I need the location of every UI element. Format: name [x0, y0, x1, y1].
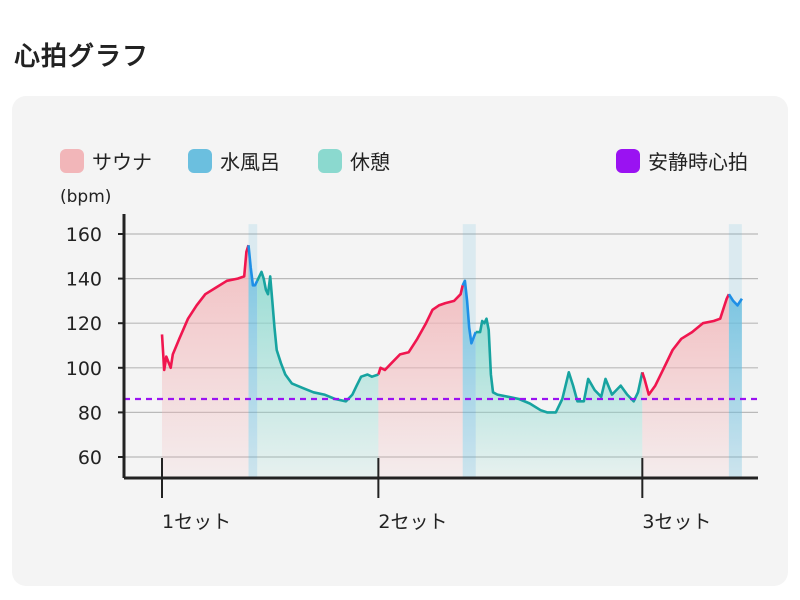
legend-swatch-cold-bath — [188, 148, 212, 173]
hr-line-休憩 — [256, 270, 379, 403]
y-axis-label: (bpm) — [60, 187, 111, 207]
set-marker-label: 2セット — [378, 511, 447, 533]
cold-bath-band — [728, 224, 742, 478]
cold-bath-band — [462, 224, 476, 478]
hr-line-サウナ — [160, 244, 250, 372]
legend-label-rest: 休憩 — [350, 150, 390, 174]
phase-area — [378, 285, 463, 478]
legend-item-resting-hr: 安静時心拍 — [616, 146, 748, 175]
phase-area — [162, 245, 249, 478]
hr-line-休憩 — [475, 317, 644, 414]
phase-area — [728, 294, 742, 478]
legend-swatch-sauna — [60, 148, 84, 173]
cold-bath-band — [248, 224, 258, 478]
legend-swatch-resting-hr — [616, 148, 640, 173]
set-marker-label: 3セット — [642, 511, 711, 533]
phase-area — [248, 245, 258, 478]
phase-area — [642, 294, 729, 478]
y-tick-label: 120 — [66, 313, 102, 335]
legend-label-cold-bath: 水風呂 — [220, 150, 280, 174]
legend-item-rest: 休憩 — [318, 146, 390, 175]
y-tick-label: 80 — [78, 402, 102, 424]
y-tick-label: 160 — [66, 224, 102, 246]
set-marker-label: 1セット — [162, 511, 231, 533]
page-title: 心拍グラフ — [14, 42, 150, 72]
legend-swatch-rest — [318, 148, 342, 173]
legend-label-resting-hr: 安静時心拍 — [648, 150, 748, 174]
y-tick-label: 100 — [66, 358, 102, 380]
hr-line-サウナ — [641, 293, 731, 396]
phase-area — [475, 318, 643, 478]
hr-line-サウナ — [377, 285, 464, 375]
chart-card: サウナ 水風呂 休憩 安静時心拍 — [12, 96, 788, 586]
y-tick-label: 140 — [66, 269, 102, 291]
legend-item-sauna: サウナ — [60, 146, 152, 175]
hr-line-水風呂 — [461, 279, 477, 345]
legend-label-sauna: サウナ — [92, 150, 152, 174]
hr-line-水風呂 — [727, 293, 743, 307]
y-tick-label: 60 — [78, 447, 102, 469]
phase-area — [257, 271, 379, 478]
hr-line-水風呂 — [247, 245, 259, 287]
phase-area — [462, 280, 476, 478]
legend-item-cold-bath: 水風呂 — [188, 146, 280, 175]
